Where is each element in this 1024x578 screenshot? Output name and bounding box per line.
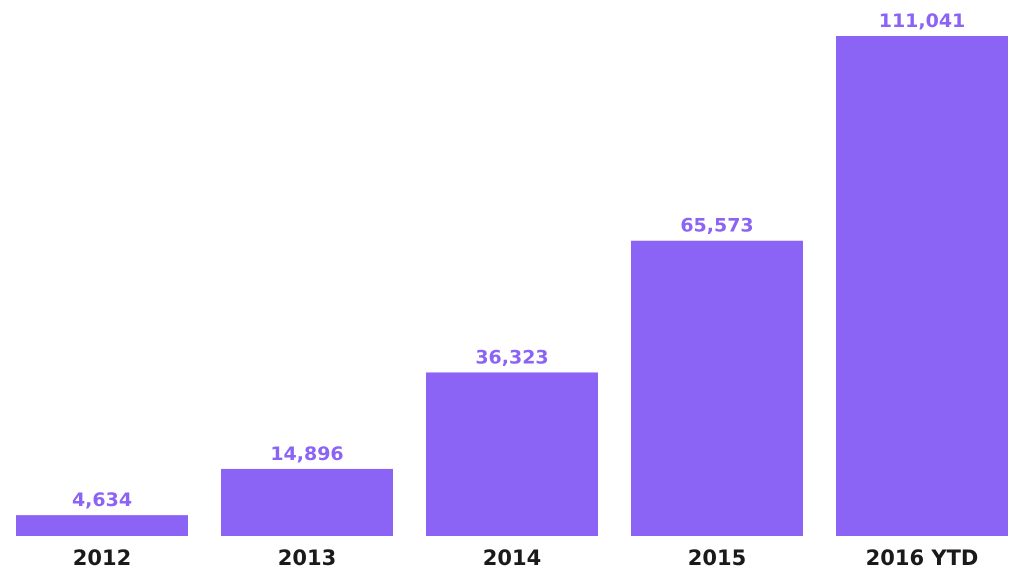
value-label-2015: 65,573 [680, 215, 753, 237]
value-labels-group: 4,634 14,896 36,323 65,573 111,041 [72, 10, 965, 511]
value-label-2013: 14,896 [270, 443, 343, 465]
value-label-2012: 4,634 [72, 489, 132, 511]
category-labels-group: 2012 2013 2014 2015 2016 YTD [73, 546, 979, 570]
category-label-2014: 2014 [483, 546, 541, 570]
bar-2016-ytd [836, 36, 1008, 536]
bar-2014 [426, 372, 598, 536]
category-label-2016-ytd: 2016 YTD [866, 546, 979, 570]
category-label-2012: 2012 [73, 546, 131, 570]
bar-2015 [631, 240, 803, 537]
bars-group [16, 36, 1008, 537]
value-label-2014: 36,323 [475, 346, 548, 368]
value-label-2016-ytd: 111,041 [879, 10, 966, 32]
bar-2012 [16, 515, 188, 536]
category-label-2015: 2015 [688, 546, 746, 570]
bar-2013 [221, 468, 393, 536]
category-label-2013: 2013 [278, 546, 336, 570]
